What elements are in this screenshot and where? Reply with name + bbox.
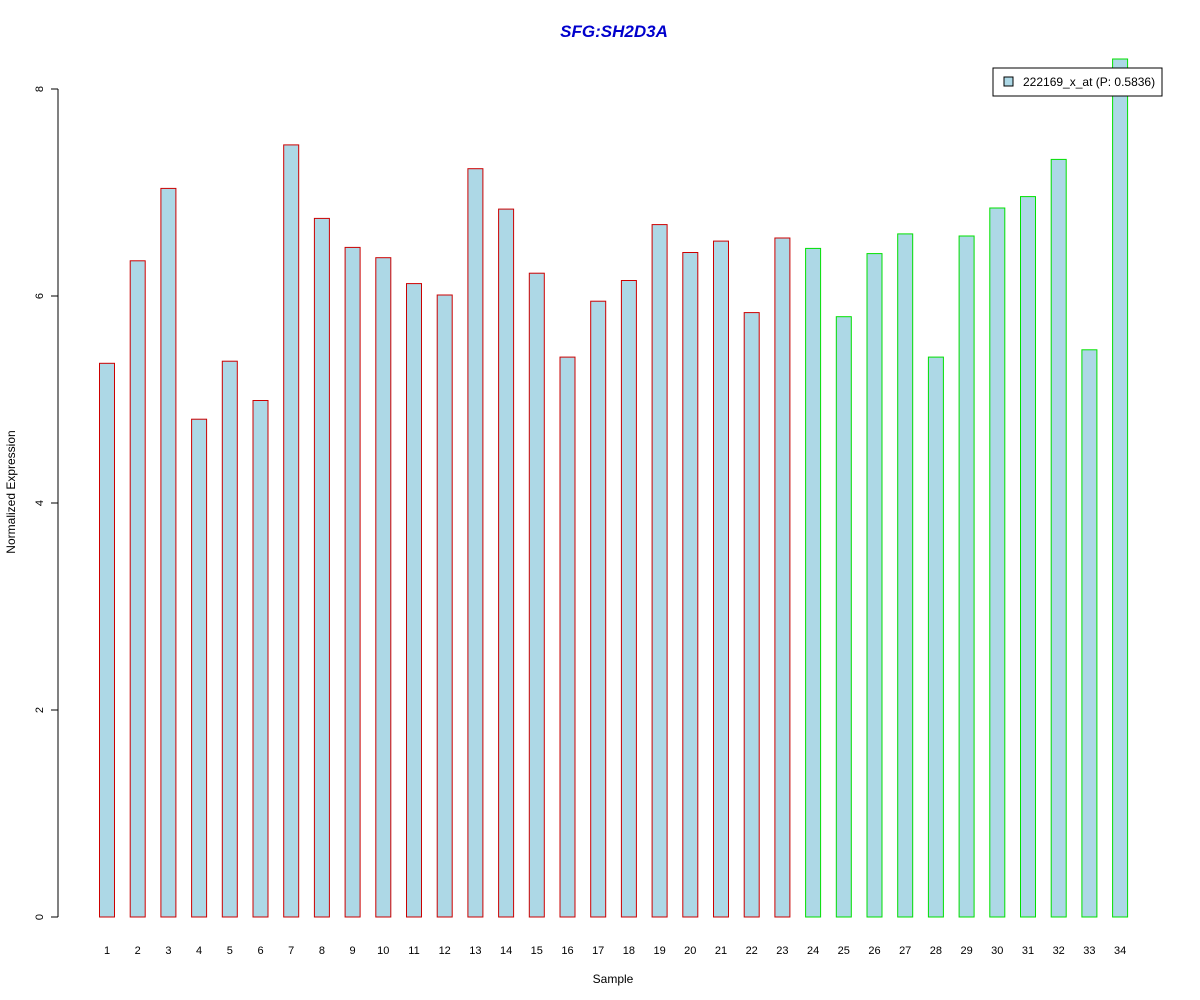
bar-sample-7	[283, 144, 300, 918]
x-tick-label: 31	[1022, 945, 1034, 957]
x-tick-label: 13	[469, 945, 481, 957]
bar-sample-13	[467, 168, 484, 918]
x-tick-label: 10	[377, 945, 389, 957]
y-tick-label: 6	[34, 293, 46, 299]
bars-group	[99, 58, 1129, 918]
bar-sample-1	[99, 362, 115, 918]
y-tick-label: 4	[34, 500, 46, 506]
x-tick-label: 5	[227, 945, 233, 957]
bar-sample-32	[1050, 158, 1067, 918]
x-tick-label: 8	[319, 945, 325, 957]
x-tick-labels: 1 2 3 4 5 6 7 8 9 10 11 12 13 14 15 16 17 18 19 20 21 22 23 24 2…	[104, 945, 1126, 957]
x-tick-label: 17	[592, 945, 604, 957]
x-tick-label: 23	[776, 945, 788, 957]
x-tick-label: 22	[746, 945, 758, 957]
y-axis: 0 2 4 6 8	[34, 86, 59, 920]
y-axis-label: Normalized Expression	[4, 430, 18, 553]
bar-sample-24	[805, 247, 822, 918]
y-tick-label: 0	[34, 914, 46, 920]
bar-sample-6	[252, 400, 269, 918]
bar-sample-31	[1020, 196, 1036, 918]
bar-sample-4	[191, 418, 208, 918]
x-tick-label: 21	[715, 945, 727, 957]
bar-sample-11	[406, 283, 422, 918]
x-tick-label: 11	[408, 945, 419, 957]
bar-sample-20	[682, 252, 699, 918]
bar-sample-5	[221, 360, 238, 918]
bar-sample-10	[375, 257, 392, 918]
legend: 222169_x_at (P: 0.5836)	[992, 67, 1163, 97]
bar-sample-12	[436, 294, 453, 918]
x-tick-label: 12	[439, 945, 451, 957]
bar-sample-17	[590, 300, 607, 918]
x-tick-label: 24	[807, 945, 819, 957]
bar-sample-29	[958, 235, 975, 918]
x-tick-label: 6	[257, 945, 263, 957]
bar-sample-34	[1112, 58, 1129, 918]
x-tick-label: 25	[838, 945, 850, 957]
bar-sample-22	[743, 312, 760, 918]
x-tick-label: 4	[196, 945, 202, 957]
x-tick-label: 34	[1114, 945, 1126, 957]
x-tick-label: 9	[350, 945, 356, 957]
bar-sample-25	[835, 316, 852, 918]
y-tick-label: 8	[34, 86, 46, 92]
bar-sample-16	[559, 356, 576, 918]
x-tick-label: 15	[531, 945, 543, 957]
bar-sample-19	[651, 224, 668, 918]
legend-box	[992, 67, 1163, 97]
x-tick-label: 7	[288, 945, 294, 957]
y-tick-label: 2	[34, 707, 46, 713]
bar-sample-8	[313, 217, 330, 918]
x-tick-label: 14	[500, 945, 512, 957]
x-tick-label: 16	[561, 945, 573, 957]
bar-sample-18	[620, 280, 637, 918]
bar-sample-33	[1081, 349, 1098, 918]
bar-sample-3	[160, 187, 177, 918]
x-tick-label: 33	[1083, 945, 1095, 957]
x-tick-label: 32	[1053, 945, 1065, 957]
x-tick-label: 28	[930, 945, 942, 957]
x-axis-label: Sample	[593, 972, 634, 986]
bar-sample-2	[129, 260, 146, 918]
chart-title: SFG:SH2D3A	[560, 22, 668, 41]
bar-sample-28	[927, 356, 944, 918]
bar-sample-14	[498, 208, 515, 918]
x-tick-label: 2	[135, 945, 141, 957]
x-tick-label: 3	[165, 945, 171, 957]
bar-sample-9	[344, 246, 361, 918]
bar-sample-21	[713, 240, 729, 918]
bar-sample-27	[897, 233, 914, 918]
x-tick-label: 27	[899, 945, 911, 957]
bar-sample-15	[528, 272, 545, 918]
bar-sample-26	[866, 253, 883, 918]
x-tick-label: 1	[104, 945, 110, 957]
x-tick-label: 19	[653, 945, 665, 957]
x-tick-label: 18	[623, 945, 635, 957]
x-tick-label: 30	[991, 945, 1003, 957]
legend-swatch	[1003, 76, 1014, 87]
bar-sample-23	[774, 237, 791, 918]
x-tick-label: 29	[960, 945, 972, 957]
x-tick-label: 20	[684, 945, 696, 957]
bar-sample-30	[989, 207, 1006, 918]
x-tick-label: 26	[868, 945, 880, 957]
legend-label: 222169_x_at (P: 0.5836)	[1023, 75, 1155, 89]
